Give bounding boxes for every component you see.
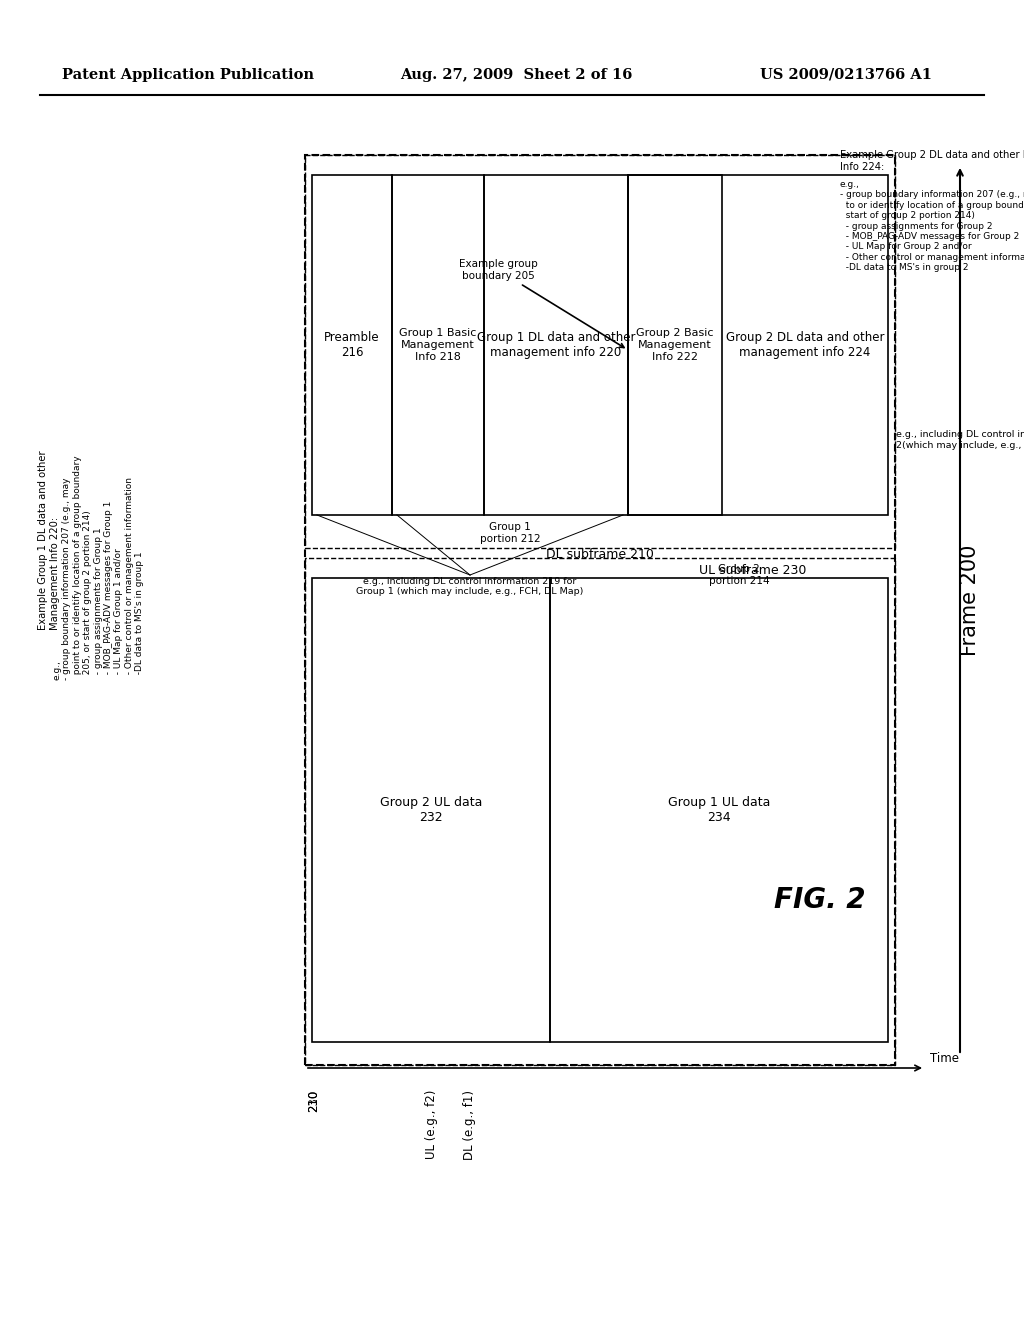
Text: e.g., including DL control information 223 for Group
2(which may include, e.g., : e.g., including DL control information 2… [896, 430, 1024, 450]
Text: DL subframe 210: DL subframe 210 [546, 549, 654, 561]
Text: e.g.,
- group boundary information 207 (e.g., may
  point to or identify locatio: e.g., - group boundary information 207 (… [52, 455, 144, 680]
Text: Patent Application Publication: Patent Application Publication [62, 69, 314, 82]
Text: US 2009/0213766 A1: US 2009/0213766 A1 [760, 69, 932, 82]
Bar [628, 176, 888, 515]
Text: DL (e.g., f1): DL (e.g., f1) [464, 1090, 476, 1160]
Text: 210: 210 [307, 1090, 321, 1113]
Bar [305, 558, 895, 1065]
Text: Group 1 Basic
Management
Info 218: Group 1 Basic Management Info 218 [399, 329, 477, 362]
Text: Group 2 UL data
232: Group 2 UL data 232 [380, 796, 482, 824]
Bar [392, 176, 484, 515]
Bar [305, 154, 895, 1065]
Text: Group 1 UL data
234: Group 1 UL data 234 [668, 796, 770, 824]
Text: UL subframe 230: UL subframe 230 [698, 564, 806, 577]
Text: e.g.,
- group boundary information 207 (e.g., may point
  to or identify locatio: e.g., - group boundary information 207 (… [840, 180, 1024, 272]
Text: Example Group 2 DL data and other Management
Info 224:: Example Group 2 DL data and other Manage… [840, 150, 1024, 172]
Text: Group 1 DL data and other
management info 220: Group 1 DL data and other management inf… [477, 331, 635, 359]
Bar [305, 154, 895, 548]
Text: Group 2
portion 214: Group 2 portion 214 [709, 564, 769, 586]
Text: Aug. 27, 2009  Sheet 2 of 16: Aug. 27, 2009 Sheet 2 of 16 [400, 69, 633, 82]
Text: Group 2 DL data and other
management info 224: Group 2 DL data and other management inf… [726, 331, 885, 359]
Text: Frame 200: Frame 200 [961, 544, 980, 656]
Text: Group 1
portion 212: Group 1 portion 212 [479, 523, 541, 544]
Text: Example Group 1 DL data and other
Management Info 220:: Example Group 1 DL data and other Manage… [38, 450, 59, 630]
Text: UL (e.g., f2): UL (e.g., f2) [425, 1090, 437, 1159]
Bar [550, 578, 888, 1041]
Bar [312, 578, 550, 1041]
Text: Example group
boundary 205: Example group boundary 205 [459, 259, 624, 347]
Text: Time: Time [930, 1052, 959, 1065]
Text: Preamble
216: Preamble 216 [325, 331, 380, 359]
Text: e.g., including DL control information 219 for
Group 1 (which may include, e.g.,: e.g., including DL control information 2… [356, 577, 584, 597]
Text: FIG. 2: FIG. 2 [774, 886, 865, 913]
Bar [628, 176, 722, 515]
Text: Group 2 Basic
Management
Info 222: Group 2 Basic Management Info 222 [636, 329, 714, 362]
Bar [312, 176, 392, 515]
Text: 230: 230 [307, 1090, 321, 1113]
Bar [484, 176, 628, 515]
